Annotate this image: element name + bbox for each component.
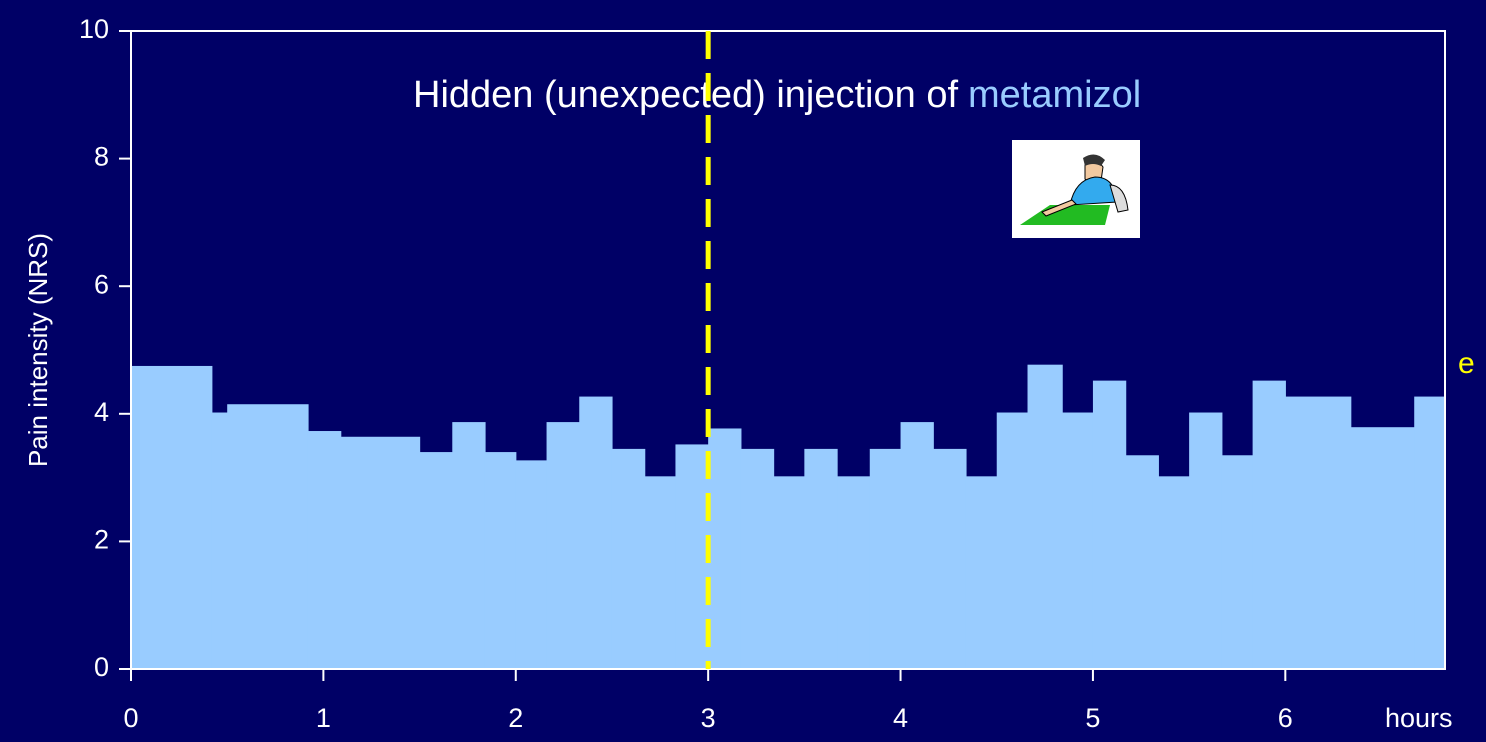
bar: [452, 422, 486, 669]
bar: [900, 422, 934, 669]
bar: [1221, 455, 1254, 669]
bar: [546, 422, 580, 669]
bar: [1350, 427, 1415, 669]
bar: [965, 476, 998, 669]
bar: [579, 396, 613, 669]
annotation-text: Hidden (unexpected) injection of: [413, 74, 958, 116]
y-tick-label: 2: [94, 525, 109, 555]
bar: [708, 428, 742, 669]
x-tick-label: 6: [1278, 703, 1293, 733]
bar: [419, 452, 453, 669]
bar: [1062, 412, 1094, 669]
bar: [227, 404, 309, 669]
y-tick-label: 10: [79, 14, 109, 44]
bar: [1027, 364, 1063, 669]
x-tick-label: 0: [123, 703, 138, 733]
bar: [933, 448, 967, 669]
bar: [1189, 412, 1223, 669]
bar: [307, 431, 342, 669]
x-tick-label: 3: [701, 703, 716, 733]
x-tick-label: 2: [508, 703, 523, 733]
bar: [515, 460, 548, 669]
bar: [211, 412, 228, 669]
x-axis-label: hours: [1385, 703, 1453, 733]
y-tick-label: 4: [94, 397, 109, 427]
bar: [611, 448, 646, 669]
annotation: Hidden (unexpected) injection of metamizo…: [413, 74, 1141, 116]
x-tick-label: 4: [893, 703, 908, 733]
bar: [1092, 380, 1127, 669]
y-tick-label: 0: [94, 652, 109, 682]
bar: [484, 452, 517, 669]
y-tick-label: 8: [94, 142, 109, 172]
x-tick-label: 1: [316, 703, 331, 733]
bar: [644, 476, 677, 669]
bar: [1285, 396, 1352, 669]
x-tick-label: 5: [1085, 703, 1100, 733]
bar: [996, 412, 1029, 669]
plot-frame: [130, 30, 1446, 670]
bar: [131, 365, 213, 669]
bar: [1252, 380, 1286, 669]
bar: [773, 476, 805, 669]
bar: [869, 448, 902, 669]
bar: [1125, 455, 1159, 669]
y-tick-label: 6: [94, 269, 109, 299]
bar: [1414, 396, 1446, 669]
bar: [340, 436, 421, 669]
bars: [131, 364, 1446, 669]
bar: [1158, 476, 1190, 669]
bar: [740, 448, 775, 669]
patient-icon: [1012, 140, 1140, 238]
bar: [675, 444, 709, 669]
bar: [804, 448, 838, 669]
annotation-highlight: metamizol: [968, 74, 1141, 116]
bar: [837, 476, 871, 669]
y-axis-label: Pain intensity (NRS): [23, 233, 53, 467]
side-text: e: [1458, 347, 1475, 380]
